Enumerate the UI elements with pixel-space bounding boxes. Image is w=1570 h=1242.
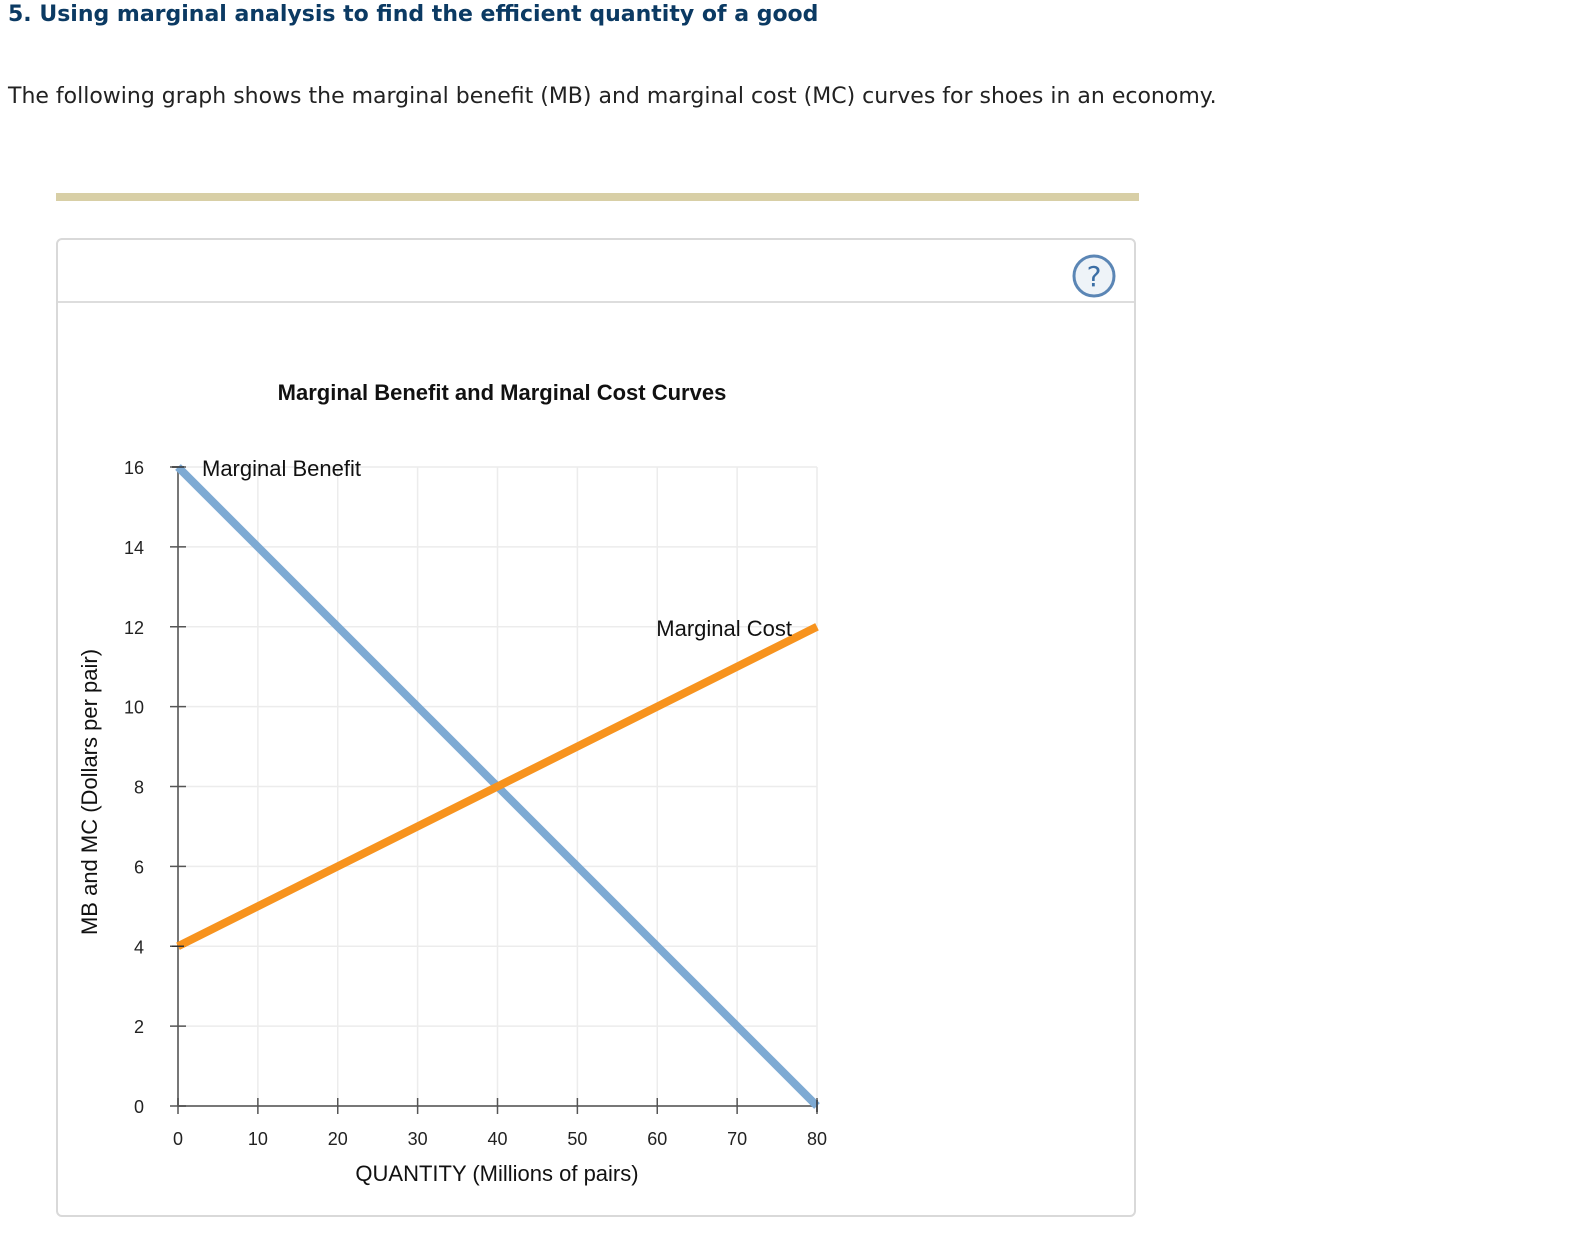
y-tick-label: 16	[124, 458, 144, 478]
x-tick-label: 60	[647, 1129, 667, 1149]
y-axis-label: MB and MC (Dollars per pair)	[77, 649, 102, 935]
panel-header: ?	[58, 240, 1134, 303]
x-axis-label: QUANTITY (Millions of pairs)	[355, 1161, 638, 1186]
x-tick-label: 40	[487, 1129, 507, 1149]
graph-panel: ?	[56, 238, 1136, 1217]
marginal-benefit-label: Marginal Benefit	[202, 456, 361, 481]
y-tick-label: 2	[134, 1017, 144, 1037]
section-divider	[56, 193, 1139, 201]
y-tick-label: 0	[134, 1097, 144, 1117]
help-question-icon[interactable]: ?	[1072, 254, 1116, 298]
y-tick-label: 12	[124, 618, 144, 638]
x-tick-label: 80	[807, 1129, 827, 1149]
marginal-cost-line[interactable]	[176, 623, 819, 950]
x-tick-label: 10	[248, 1129, 268, 1149]
x-tick-label: 30	[408, 1129, 428, 1149]
marginal-cost-label: Marginal Cost	[656, 616, 792, 641]
x-tick-label: 50	[567, 1129, 587, 1149]
y-tick-label: 14	[124, 538, 144, 558]
svg-text:?: ?	[1087, 260, 1102, 293]
question-title: 5. Using marginal analysis to find the e…	[8, 2, 819, 27]
y-tick-label: 10	[124, 698, 144, 718]
y-tick-label: 8	[134, 778, 144, 798]
question-text: The following graph shows the marginal b…	[8, 84, 1217, 109]
y-tick-label: 6	[134, 857, 144, 877]
x-tick-label: 70	[727, 1129, 747, 1149]
x-tick-label: 0	[173, 1129, 183, 1149]
y-tick-label: 4	[134, 937, 144, 957]
x-tick-label: 20	[328, 1129, 348, 1149]
chart-title: Marginal Benefit and Marginal Cost Curve…	[278, 380, 727, 405]
